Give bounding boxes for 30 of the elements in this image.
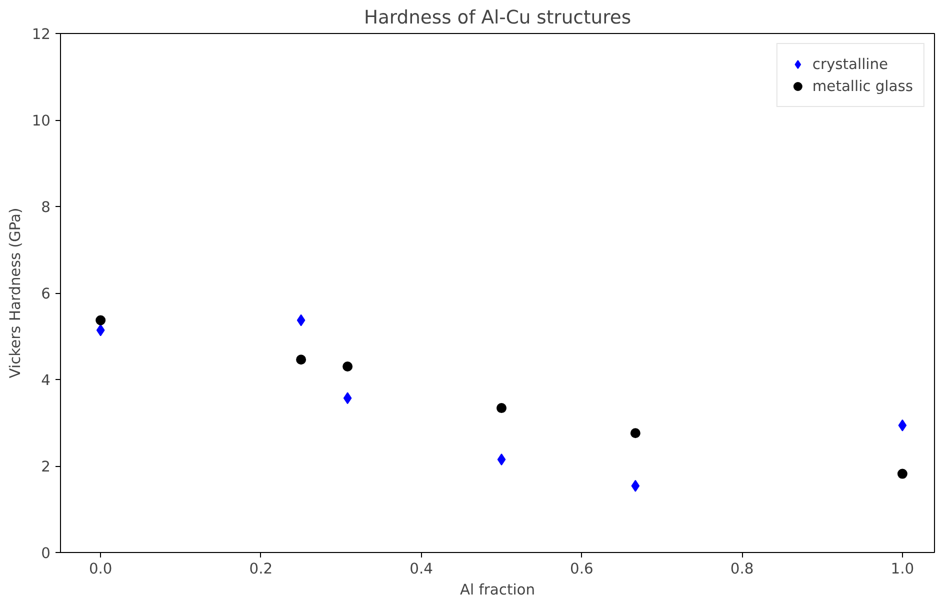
- x-axis-title: Al fraction: [460, 582, 536, 598]
- point: [342, 362, 353, 372]
- point: [631, 480, 640, 492]
- point: [296, 354, 306, 365]
- point: [630, 428, 640, 438]
- point: [343, 392, 352, 404]
- y-tick-label: 6: [41, 286, 51, 302]
- y-tick-label: 4: [41, 372, 51, 389]
- x-tick-label: 0.4: [410, 560, 433, 578]
- x-tick-label: 0.0: [88, 560, 112, 578]
- point: [897, 468, 908, 479]
- point: [96, 324, 105, 336]
- y-tick-label: 10: [32, 112, 51, 130]
- y-tick-label: 2: [41, 458, 51, 476]
- x-tick-label: 1.0: [890, 560, 914, 578]
- y-axis-title: Vickers Hardness (GPa): [6, 208, 24, 378]
- point: [296, 314, 306, 326]
- point: [496, 403, 507, 414]
- legend-label: metallic glass: [812, 78, 913, 94]
- x-tick-label: 0.2: [249, 560, 273, 578]
- y-tick-label: 12: [32, 26, 51, 43]
- point: [898, 419, 907, 432]
- legend-label: crystalline: [812, 56, 888, 72]
- y-tick-label: 0: [41, 545, 51, 562]
- x-tick-label: 0.8: [730, 560, 754, 578]
- chart-title: Hardness of Al-Cu structures: [364, 8, 632, 28]
- point: [497, 454, 506, 466]
- y-tick-label: 8: [41, 199, 51, 216]
- point: [96, 315, 106, 326]
- x-tick-label: 0.6: [570, 560, 594, 578]
